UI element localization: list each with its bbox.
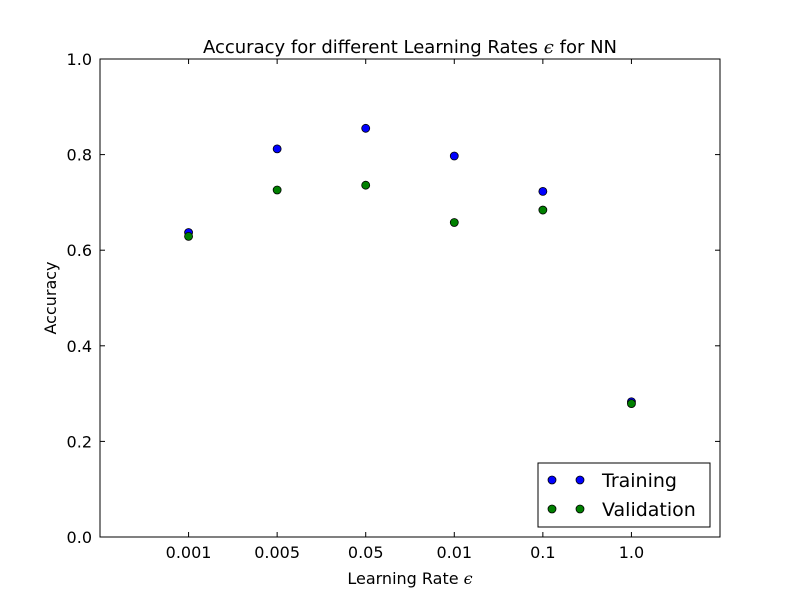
y-tick-label-3: 0.6 [67, 241, 92, 260]
y-axis-ticks: 0.0 0.2 0.4 0.6 0.8 1.0 [67, 50, 720, 547]
series-training [184, 123, 636, 407]
x-tick-label-0: 0.001 [166, 543, 212, 562]
legend-box [537, 462, 711, 528]
legend-training-marker-left [547, 475, 557, 485]
data-points [184, 123, 636, 409]
x-tick-label-4: 0.1 [530, 543, 555, 562]
training-point-4 [538, 187, 548, 196]
x-axis-label-symbol: ϵ [464, 569, 473, 588]
legend-validation-marker-right [575, 504, 585, 514]
validation-point-5 [627, 399, 636, 409]
x-axis-label-text: Learning Rate [347, 569, 458, 588]
chart-title-suffix: for NN [560, 37, 617, 58]
training-point-3 [449, 151, 459, 161]
x-axis-ticks: 0.001 0.005 0.05 0.01 0.1 1.0 [166, 59, 644, 562]
chart-title-text: Accuracy for different Learning Rates [203, 37, 538, 58]
x-tick-label-1: 0.005 [254, 543, 300, 562]
validation-point-2 [361, 180, 371, 190]
validation-point-4 [538, 205, 548, 215]
series-validation [184, 180, 636, 409]
y-tick-label-1: 0.2 [67, 432, 92, 451]
chart-title-symbol: ϵ [544, 37, 554, 58]
legend-training-label: Training [601, 470, 677, 492]
validation-point-3 [449, 218, 459, 227]
y-tick-label-5: 1.0 [67, 50, 92, 69]
validation-point-0 [184, 231, 193, 241]
y-tick-label-4: 0.8 [67, 146, 92, 165]
legend-training-marker-right [575, 475, 585, 485]
training-point-1 [272, 144, 282, 154]
training-point-2 [361, 123, 371, 133]
y-tick-label-0: 0.0 [67, 528, 92, 547]
validation-point-1 [272, 185, 282, 195]
x-tick-label-3: 0.01 [436, 543, 472, 562]
chart-title: Accuracy for different Learning Rates ϵ … [203, 37, 617, 58]
y-axis-label: Accuracy [41, 261, 60, 334]
x-axis-label: Learning Rate ϵ [347, 569, 472, 588]
legend: Training Validation [537, 462, 711, 528]
x-tick-label-2: 0.05 [348, 543, 384, 562]
y-tick-label-2: 0.4 [67, 337, 92, 356]
legend-validation-marker-left [547, 504, 557, 514]
x-tick-label-5: 1.0 [619, 543, 644, 562]
plot-area-frame [99, 58, 721, 538]
legend-validation-label: Validation [602, 499, 696, 521]
